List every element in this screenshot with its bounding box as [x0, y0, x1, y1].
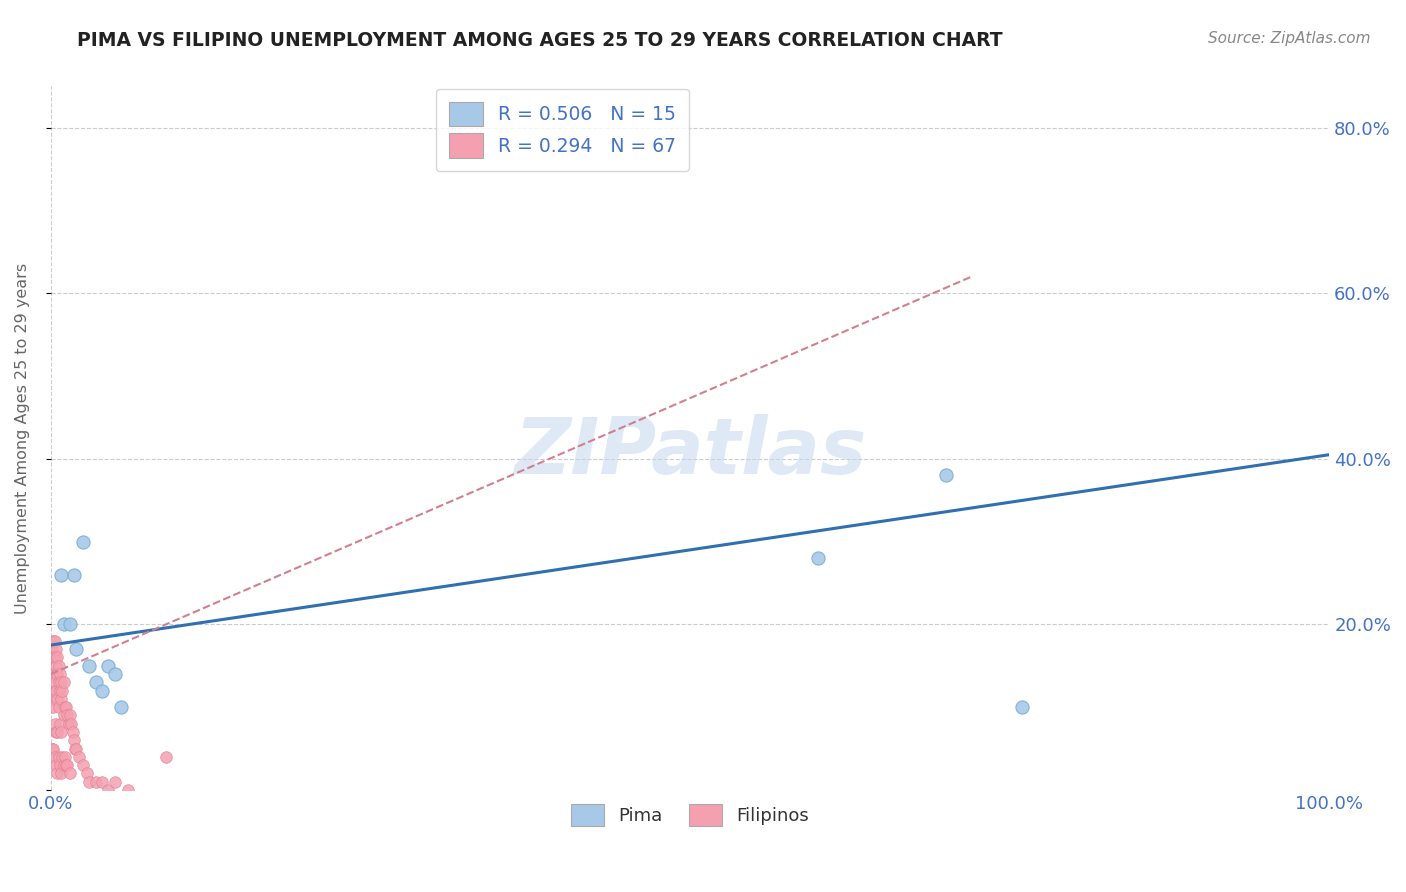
Point — [45, 683, 67, 698]
Point — [49, 567, 72, 582]
Point — [52, 617, 75, 632]
Point — [41, 642, 63, 657]
Point — [41, 650, 63, 665]
Point — [60, 716, 83, 731]
Point — [49, 683, 72, 698]
Point — [52, 708, 75, 723]
Point — [110, 700, 132, 714]
Point — [117, 783, 139, 797]
Point — [45, 758, 67, 772]
Point — [44, 634, 66, 648]
Point — [53, 700, 76, 714]
Point — [44, 749, 66, 764]
Point — [59, 766, 82, 780]
Point — [46, 667, 69, 681]
Point — [56, 708, 79, 723]
Point — [59, 708, 82, 723]
Text: PIMA VS FILIPINO UNEMPLOYMENT AMONG AGES 25 TO 29 YEARS CORRELATION CHART: PIMA VS FILIPINO UNEMPLOYMENT AMONG AGES… — [77, 31, 1002, 50]
Point — [55, 758, 77, 772]
Text: ZIPatlas: ZIPatlas — [515, 414, 866, 491]
Point — [49, 667, 72, 681]
Point — [44, 650, 66, 665]
Point — [52, 675, 75, 690]
Point — [97, 658, 120, 673]
Point — [72, 758, 94, 772]
Point — [44, 716, 66, 731]
Point — [49, 766, 72, 780]
Text: Source: ZipAtlas.com: Source: ZipAtlas.com — [1208, 31, 1371, 46]
Point — [59, 617, 82, 632]
Point — [52, 758, 75, 772]
Y-axis label: Unemployment Among Ages 25 to 29 years: Unemployment Among Ages 25 to 29 years — [15, 262, 30, 614]
Point — [42, 634, 65, 648]
Point — [51, 749, 73, 764]
Point — [41, 741, 63, 756]
Point — [84, 675, 107, 690]
Point — [41, 667, 63, 681]
Point — [65, 741, 87, 756]
Point — [807, 551, 830, 566]
Point — [45, 642, 67, 657]
Point — [42, 667, 65, 681]
Point — [62, 725, 84, 739]
Point — [97, 783, 120, 797]
Point — [46, 691, 69, 706]
Point — [49, 725, 72, 739]
Point — [56, 758, 79, 772]
Point — [51, 683, 73, 698]
Point — [53, 749, 76, 764]
Point — [63, 733, 86, 747]
Point — [63, 567, 86, 582]
Point — [155, 749, 177, 764]
Point — [45, 658, 67, 673]
Point — [91, 683, 114, 698]
Point — [46, 725, 69, 739]
Point — [48, 700, 70, 714]
Point — [46, 650, 69, 665]
Point — [935, 468, 957, 483]
Point — [63, 741, 86, 756]
Point — [42, 741, 65, 756]
Point — [104, 774, 127, 789]
Point — [42, 683, 65, 698]
Point — [48, 749, 70, 764]
Point — [49, 675, 72, 690]
Point — [72, 534, 94, 549]
Point — [42, 650, 65, 665]
Point — [1011, 700, 1033, 714]
Point — [84, 774, 107, 789]
Legend: Pima, Filipinos: Pima, Filipinos — [564, 797, 817, 834]
Point — [44, 675, 66, 690]
Point — [58, 716, 80, 731]
Point — [48, 658, 70, 673]
Point — [42, 700, 65, 714]
Point — [55, 700, 77, 714]
Point — [77, 774, 100, 789]
Point — [48, 675, 70, 690]
Point — [49, 716, 72, 731]
Point — [91, 774, 114, 789]
Point — [77, 658, 100, 673]
Point — [41, 691, 63, 706]
Point — [49, 691, 72, 706]
Point — [49, 758, 72, 772]
Point — [46, 766, 69, 780]
Point — [67, 749, 90, 764]
Point — [45, 725, 67, 739]
Point — [65, 642, 87, 657]
Point — [104, 667, 127, 681]
Point — [76, 766, 98, 780]
